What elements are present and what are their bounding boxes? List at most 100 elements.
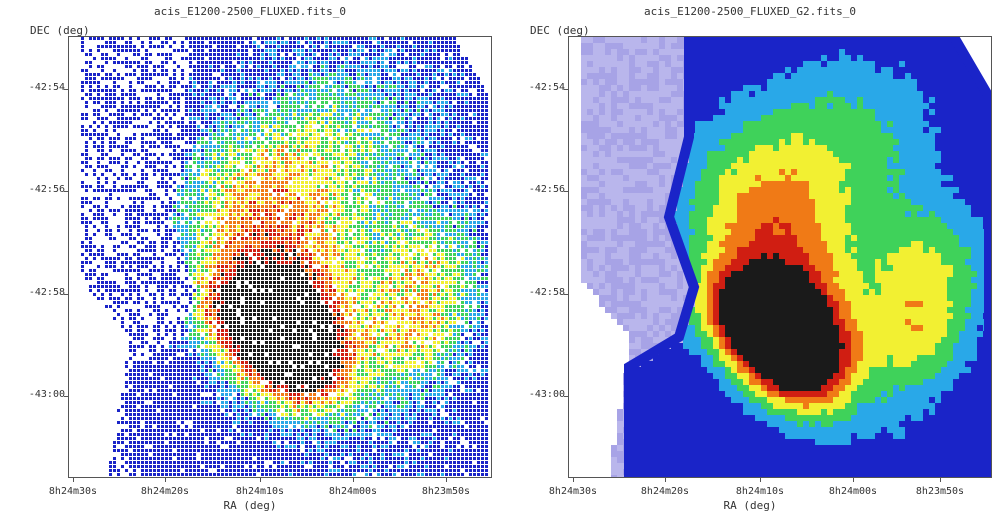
image-pixel xyxy=(205,97,208,100)
image-pixel xyxy=(269,161,272,164)
image-pixel xyxy=(189,129,192,132)
image-pixel xyxy=(197,181,200,184)
image-pixel xyxy=(309,145,312,148)
image-pixel xyxy=(153,85,156,88)
image-pixel xyxy=(437,177,440,180)
image-pixel xyxy=(285,101,288,104)
image-pixel xyxy=(313,205,316,208)
image-pixel xyxy=(305,233,308,236)
image-pixel xyxy=(189,269,192,272)
image-pixel xyxy=(333,201,336,204)
image-pixel xyxy=(293,273,296,276)
image-pixel xyxy=(189,257,192,260)
image-pixel xyxy=(413,189,416,192)
image-pixel xyxy=(269,65,272,68)
image-pixel xyxy=(313,37,316,40)
image-pixel xyxy=(169,161,172,164)
image-pixel xyxy=(481,177,484,180)
image-pixel xyxy=(333,85,336,88)
image-pixel xyxy=(269,193,272,196)
image-pixel xyxy=(317,225,320,228)
image-pixel xyxy=(89,241,92,244)
image-pixel xyxy=(229,153,232,156)
image-pixel xyxy=(317,89,320,92)
image-pixel xyxy=(313,85,316,88)
image-pixel xyxy=(309,45,312,48)
image-pixel xyxy=(321,157,324,160)
image-pixel xyxy=(101,69,104,72)
image-pixel xyxy=(145,173,148,176)
image-pixel xyxy=(289,109,292,112)
image-pixel xyxy=(405,149,408,152)
image-pixel xyxy=(385,225,388,228)
image-pixel xyxy=(357,177,360,180)
image-pixel xyxy=(269,77,272,80)
image-pixel xyxy=(105,41,108,44)
image-pixel xyxy=(413,193,416,196)
image-pixel xyxy=(437,181,440,184)
image-pixel xyxy=(101,217,104,220)
image-pixel xyxy=(473,177,476,180)
image-pixel xyxy=(105,229,108,232)
image-pixel xyxy=(333,41,336,44)
image-canvas-raw[interactable] xyxy=(68,36,492,478)
image-pixel xyxy=(285,261,288,264)
image-pixel xyxy=(401,209,404,212)
image-pixel xyxy=(197,257,200,260)
image-pixel xyxy=(421,201,424,204)
image-pixel xyxy=(405,73,408,76)
image-pixel xyxy=(85,113,88,116)
image-pixel xyxy=(197,229,200,232)
image-pixel xyxy=(101,105,104,108)
image-pixel xyxy=(169,53,172,56)
image-pixel xyxy=(461,129,464,132)
image-pixel xyxy=(329,65,332,68)
image-pixel xyxy=(393,73,396,76)
image-pixel xyxy=(441,145,444,148)
image-pixel xyxy=(485,125,488,128)
image-pixel xyxy=(437,205,440,208)
image-pixel xyxy=(297,201,300,204)
image-pixel xyxy=(337,37,340,40)
image-pixel xyxy=(453,153,456,156)
image-pixel xyxy=(301,49,304,52)
image-pixel xyxy=(441,125,444,128)
image-pixel xyxy=(477,237,480,240)
image-pixel xyxy=(129,109,132,112)
image-pixel xyxy=(433,173,436,176)
image-pixel xyxy=(241,273,244,276)
image-pixel xyxy=(329,77,332,80)
image-pixel xyxy=(333,117,336,120)
image-pixel xyxy=(209,257,212,260)
image-pixel xyxy=(277,53,280,56)
image-pixel xyxy=(173,41,176,44)
image-pixel xyxy=(373,65,376,68)
image-pixel xyxy=(301,97,304,100)
image-pixel xyxy=(281,241,284,244)
image-pixel xyxy=(237,173,240,176)
image-pixel xyxy=(405,81,408,84)
image-pixel xyxy=(189,205,192,208)
image-pixel xyxy=(273,109,276,112)
image-pixel xyxy=(341,225,344,228)
image-pixel xyxy=(245,245,248,248)
image-pixel xyxy=(461,89,464,92)
image-pixel xyxy=(261,57,264,60)
image-pixel xyxy=(325,49,328,52)
image-pixel xyxy=(233,41,236,44)
image-pixel xyxy=(353,97,356,100)
image-pixel xyxy=(429,145,432,148)
image-pixel xyxy=(197,185,200,188)
image-pixel xyxy=(337,157,340,160)
image-pixel xyxy=(233,125,236,128)
image-pixel xyxy=(157,233,160,236)
image-pixel xyxy=(197,189,200,192)
image-pixel xyxy=(101,189,104,192)
image-pixel xyxy=(213,249,216,252)
image-pixel xyxy=(297,237,300,240)
image-pixel xyxy=(189,253,192,256)
image-pixel xyxy=(285,217,288,220)
image-pixel xyxy=(129,101,132,104)
image-pixel xyxy=(205,269,208,272)
image-pixel xyxy=(457,117,460,120)
